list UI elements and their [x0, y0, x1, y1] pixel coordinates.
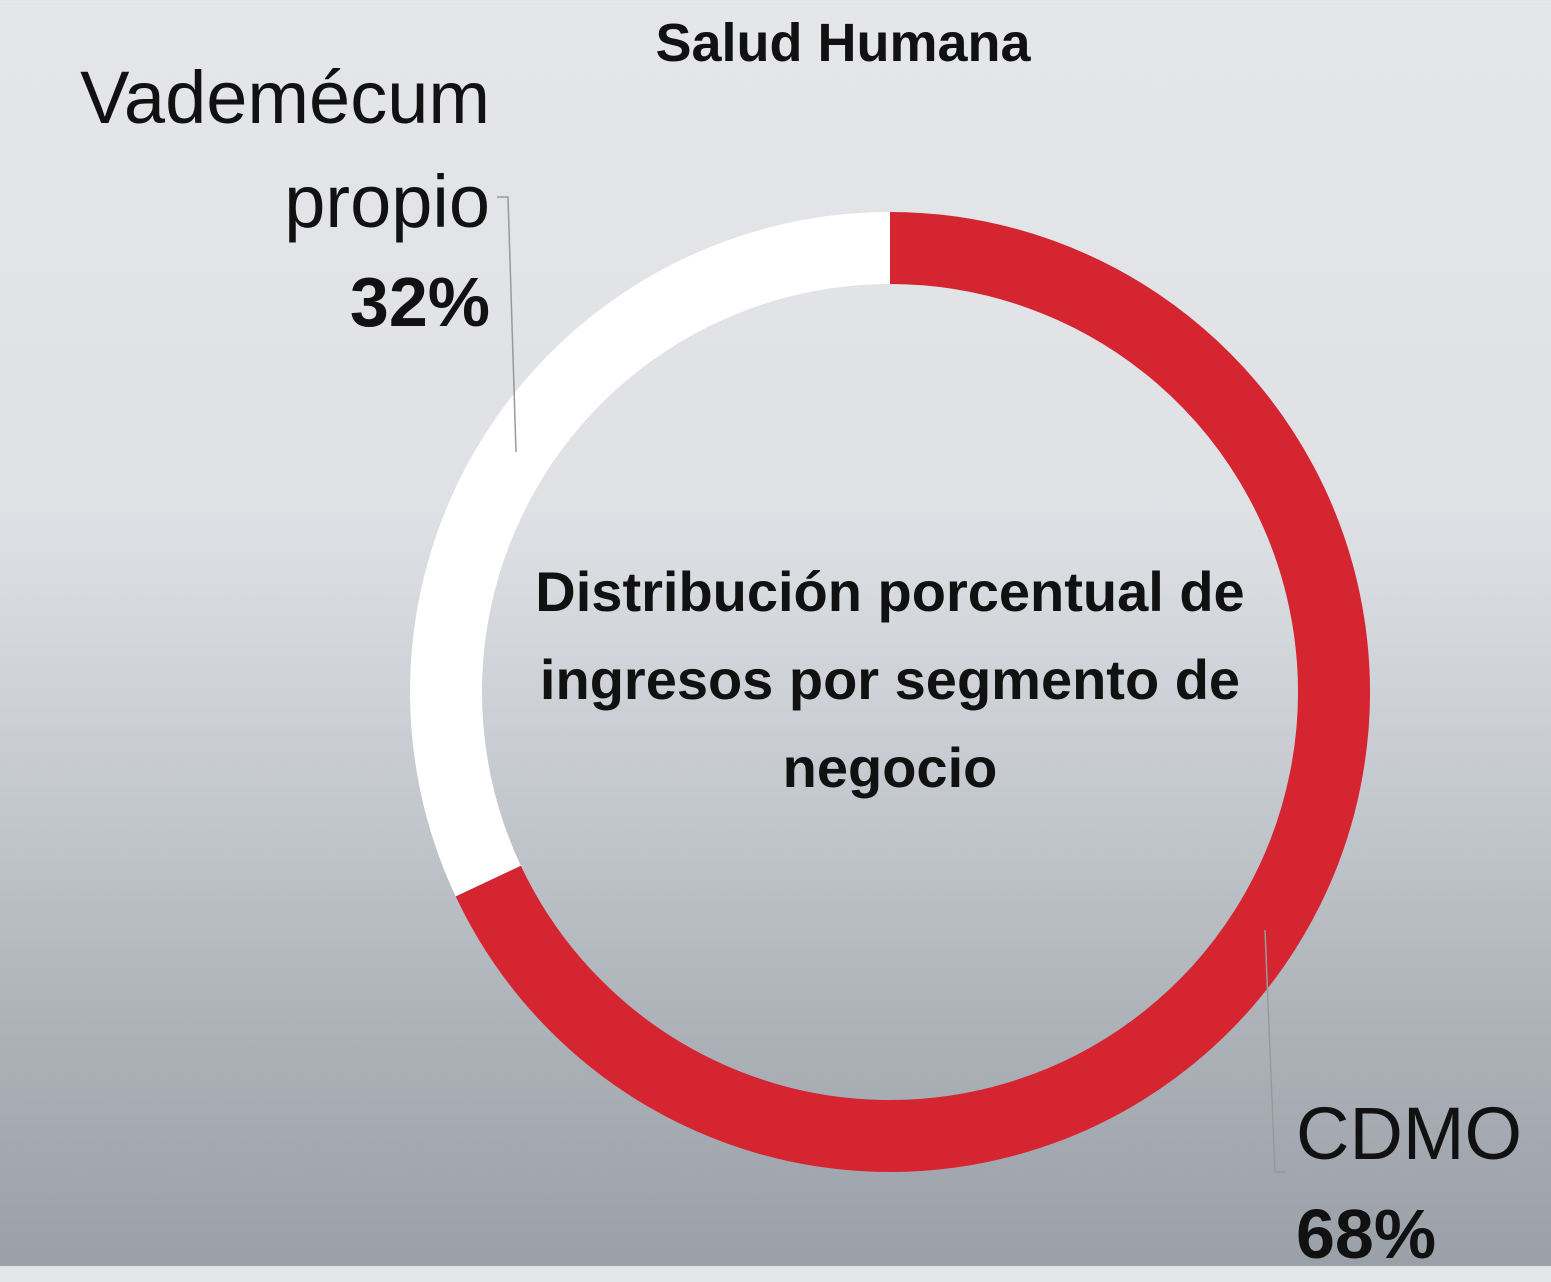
center-label: Distribución porcentual de ingresos por …	[490, 548, 1290, 812]
slice-label: CDMO 68%	[1296, 1082, 1536, 1282]
category-label: Vademécum propio	[40, 46, 490, 254]
value-label: 68%	[1296, 1186, 1536, 1282]
slice-label: Vademécum propio 32%	[40, 46, 490, 350]
category-label: CDMO	[1296, 1082, 1536, 1186]
value-label: 32%	[40, 254, 490, 350]
page: Salud Humana Distribución porcentual de …	[0, 0, 1551, 1266]
